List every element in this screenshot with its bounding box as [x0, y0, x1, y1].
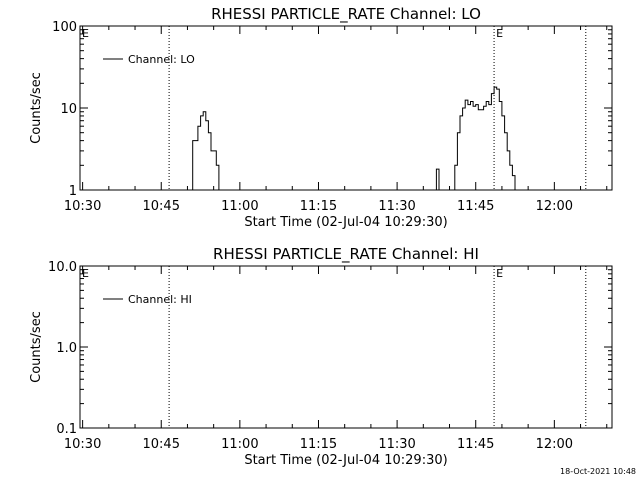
x-tick-label: 10:30 — [64, 437, 101, 452]
x-tick-label: 11:15 — [300, 199, 337, 214]
x-tick-label: 12:00 — [536, 437, 573, 452]
y-axis-label: Counts/sec — [29, 311, 44, 383]
legend-entry: Channel: LO — [128, 53, 195, 66]
series-line — [190, 111, 220, 191]
x-tick-label: 12:00 — [536, 199, 573, 214]
x-tick-label: 10:30 — [64, 199, 101, 214]
y-tick-label: 1.0 — [56, 341, 77, 356]
x-tick-label: 10:45 — [143, 437, 180, 452]
legend-entry: Channel: HI — [128, 293, 192, 306]
x-tick-label: 11:30 — [378, 437, 415, 452]
series-line — [433, 168, 440, 191]
y-tick-label: 10 — [60, 102, 77, 117]
x-tick-label: 11:00 — [221, 199, 258, 214]
corner-marker-label: E — [82, 267, 89, 280]
x-tick-label: 11:30 — [378, 199, 415, 214]
chart-title: RHESSI PARTICLE_RATE Channel: HI — [213, 245, 479, 264]
y-tick-label: 1 — [69, 184, 77, 199]
x-tick-label: 10:45 — [143, 199, 180, 214]
corner-marker-label: E — [82, 27, 89, 40]
plot-frame — [79, 265, 613, 429]
time-marker-label: E — [496, 267, 503, 280]
chart-title: RHESSI PARTICLE_RATE Channel: LO — [211, 5, 481, 24]
y-tick-label: 100 — [52, 20, 77, 35]
x-tick-label: 11:00 — [221, 437, 258, 452]
x-axis-label: Start Time (02-Jul-04 10:29:30) — [244, 215, 447, 230]
plot-timestamp: 18-Oct-2021 10:48 — [560, 467, 636, 476]
plot-frame — [79, 25, 613, 191]
x-tick-label: 11:45 — [457, 437, 494, 452]
time-marker-label: E — [496, 27, 503, 40]
y-tick-label: 10.0 — [48, 260, 77, 275]
x-tick-label: 11:15 — [300, 437, 337, 452]
x-tick-label: 11:45 — [457, 199, 494, 214]
y-axis-label: Counts/sec — [29, 72, 44, 144]
y-tick-label: 0.1 — [56, 422, 77, 437]
series-line — [452, 86, 518, 191]
x-axis-label: Start Time (02-Jul-04 10:29:30) — [244, 453, 447, 468]
